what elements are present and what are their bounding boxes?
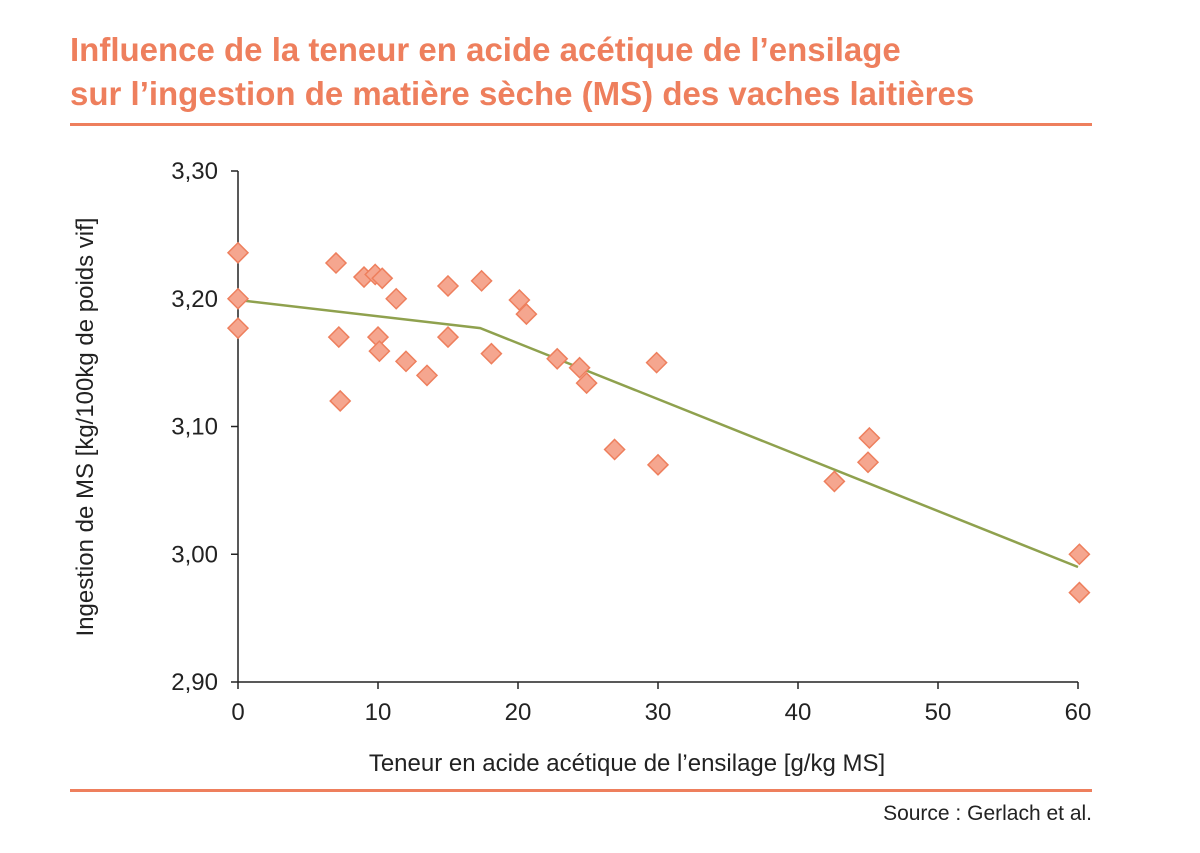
- chart-title-line-1: Influence de la teneur en acide acétique…: [70, 31, 901, 68]
- y-tick-label: 3,10: [171, 414, 218, 441]
- x-tick-label: 30: [645, 699, 672, 726]
- trend-line-group: [237, 298, 1079, 569]
- data-point: [546, 347, 569, 370]
- data-point: [371, 267, 394, 290]
- source-note: Source : Gerlach et al.: [883, 802, 1092, 825]
- chart-title-line-2: sur l’ingestion de matière sèche (MS) de…: [70, 75, 975, 112]
- x-tick-label: 40: [785, 699, 812, 726]
- data-point: [856, 451, 880, 474]
- data-point: [436, 274, 460, 298]
- chart-title: Influence de la teneur en acide acétique…: [70, 28, 1100, 116]
- data-point: [226, 241, 250, 264]
- data-point: [226, 317, 250, 340]
- x-tick-label: 20: [505, 699, 532, 726]
- x-axis-title: Teneur en acide acétique de l’ensilage […: [369, 750, 885, 777]
- data-point: [324, 251, 348, 275]
- data-point: [858, 426, 881, 450]
- data-point: [575, 372, 598, 395]
- data-point: [515, 303, 538, 326]
- x-tick-label: 10: [365, 699, 392, 726]
- footer-divider: [70, 789, 1092, 792]
- data-point: [568, 356, 591, 379]
- axes: 2,90 3,00 3,10 3,20 3,30 0 10 20 30 40 50 60: [171, 158, 1091, 726]
- x-tick-label: 50: [925, 699, 952, 726]
- data-point: [1068, 543, 1091, 566]
- data-points: [226, 241, 1091, 604]
- data-point: [226, 287, 250, 310]
- data-point: [385, 287, 408, 310]
- data-point: [645, 351, 668, 374]
- y-axis-title: Ingestion de MS [kg/100kg de poids vif]: [72, 218, 99, 637]
- data-point: [823, 470, 846, 493]
- data-point: [436, 326, 460, 349]
- y-tick-label: 3,00: [171, 541, 218, 568]
- x-tick-label: 60: [1065, 699, 1092, 726]
- data-point: [329, 389, 352, 413]
- data-point: [603, 438, 626, 461]
- y-tick-label: 2,90: [171, 669, 218, 696]
- data-point: [646, 453, 670, 476]
- data-point: [480, 342, 503, 365]
- data-point: [327, 326, 350, 349]
- y-tick-label: 3,30: [171, 158, 218, 185]
- data-point: [1068, 581, 1091, 604]
- x-tick-label: 0: [231, 699, 244, 726]
- data-point: [368, 340, 391, 363]
- trend-line: [237, 298, 1079, 569]
- data-point: [415, 364, 439, 387]
- data-point: [394, 350, 418, 373]
- data-point: [470, 269, 493, 292]
- title-divider: [70, 123, 1092, 126]
- y-tick-label: 3,20: [171, 286, 218, 313]
